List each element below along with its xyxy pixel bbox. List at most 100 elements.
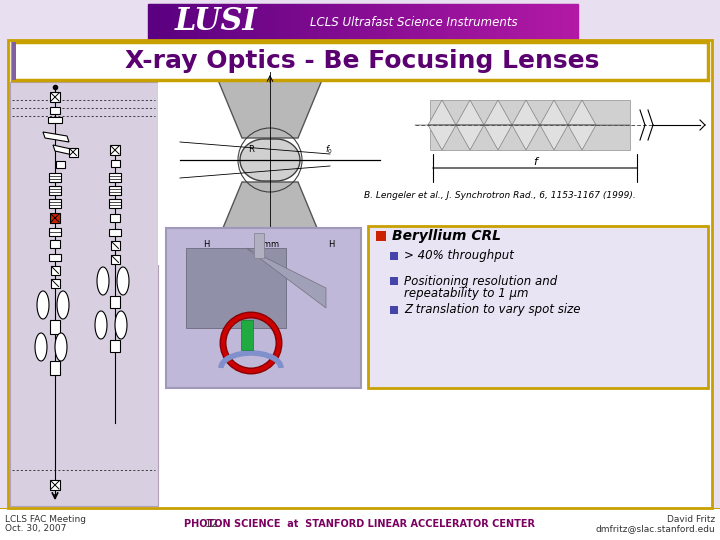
Bar: [500, 4, 501, 40]
Bar: [566, 4, 567, 40]
Bar: [166, 228, 361, 388]
Bar: [392, 4, 393, 40]
Bar: [321, 4, 322, 40]
Bar: [212, 4, 213, 40]
Bar: [344, 4, 345, 40]
Text: LUSI: LUSI: [175, 6, 258, 37]
Bar: [433, 4, 434, 40]
Bar: [505, 4, 506, 40]
Bar: [513, 4, 514, 40]
Bar: [439, 4, 440, 40]
Bar: [249, 4, 250, 40]
Bar: [324, 4, 325, 40]
Bar: [312, 4, 313, 40]
Bar: [360, 4, 361, 40]
Bar: [233, 4, 234, 40]
Bar: [328, 4, 329, 40]
Bar: [558, 4, 559, 40]
Bar: [366, 4, 367, 40]
Bar: [454, 4, 455, 40]
Bar: [326, 4, 327, 40]
Bar: [109, 199, 121, 207]
Bar: [322, 4, 323, 40]
Text: dmfritz@slac.stanford.edu: dmfritz@slac.stanford.edu: [595, 524, 715, 534]
Bar: [369, 4, 370, 40]
Bar: [165, 4, 166, 40]
Bar: [148, 4, 149, 40]
Bar: [50, 320, 60, 334]
Bar: [300, 4, 301, 40]
Text: 12: 12: [205, 519, 219, 529]
Bar: [350, 4, 351, 40]
Bar: [362, 4, 363, 40]
Bar: [169, 4, 170, 40]
Bar: [466, 4, 467, 40]
Bar: [536, 4, 537, 40]
Bar: [375, 4, 376, 40]
Bar: [50, 279, 60, 287]
Bar: [68, 147, 78, 157]
Bar: [183, 4, 184, 40]
Bar: [221, 4, 222, 40]
Polygon shape: [57, 291, 69, 319]
Bar: [186, 4, 187, 40]
Bar: [532, 4, 533, 40]
Polygon shape: [35, 333, 47, 361]
Bar: [175, 4, 176, 40]
Polygon shape: [568, 125, 596, 150]
Bar: [390, 4, 391, 40]
Bar: [320, 4, 321, 40]
Bar: [299, 4, 300, 40]
Bar: [421, 4, 422, 40]
Bar: [338, 4, 339, 40]
Bar: [511, 4, 512, 40]
Bar: [192, 4, 193, 40]
Bar: [538, 4, 539, 40]
Bar: [379, 4, 380, 40]
Bar: [197, 4, 198, 40]
Bar: [569, 4, 570, 40]
Polygon shape: [456, 125, 484, 150]
Polygon shape: [97, 267, 109, 295]
Bar: [427, 4, 428, 40]
Bar: [456, 4, 457, 40]
Bar: [545, 4, 546, 40]
Bar: [166, 4, 167, 40]
Bar: [237, 4, 238, 40]
Text: X-ray Optics - Be Focusing Lenses: X-ray Optics - Be Focusing Lenses: [125, 49, 599, 73]
Text: David Fritz: David Fritz: [667, 515, 715, 523]
Bar: [174, 4, 175, 40]
Bar: [271, 4, 272, 40]
Bar: [541, 4, 542, 40]
Bar: [201, 4, 202, 40]
Bar: [533, 4, 534, 40]
Bar: [373, 4, 374, 40]
Bar: [342, 4, 343, 40]
Bar: [49, 253, 61, 260]
Bar: [415, 4, 416, 40]
Bar: [305, 4, 306, 40]
Text: f: f: [533, 157, 537, 167]
Bar: [420, 4, 421, 40]
Bar: [49, 199, 61, 207]
Bar: [252, 4, 253, 40]
Bar: [508, 4, 509, 40]
Bar: [453, 4, 454, 40]
Bar: [436, 4, 437, 40]
Bar: [184, 4, 185, 40]
Bar: [434, 4, 435, 40]
Bar: [464, 4, 465, 40]
Bar: [463, 4, 464, 40]
Bar: [365, 4, 366, 40]
Bar: [213, 4, 214, 40]
Bar: [435, 4, 436, 40]
Bar: [495, 4, 496, 40]
Bar: [214, 4, 215, 40]
Bar: [315, 4, 316, 40]
Bar: [491, 4, 492, 40]
Bar: [354, 4, 355, 40]
Bar: [155, 4, 156, 40]
Bar: [278, 4, 279, 40]
Bar: [378, 4, 379, 40]
Bar: [397, 4, 398, 40]
